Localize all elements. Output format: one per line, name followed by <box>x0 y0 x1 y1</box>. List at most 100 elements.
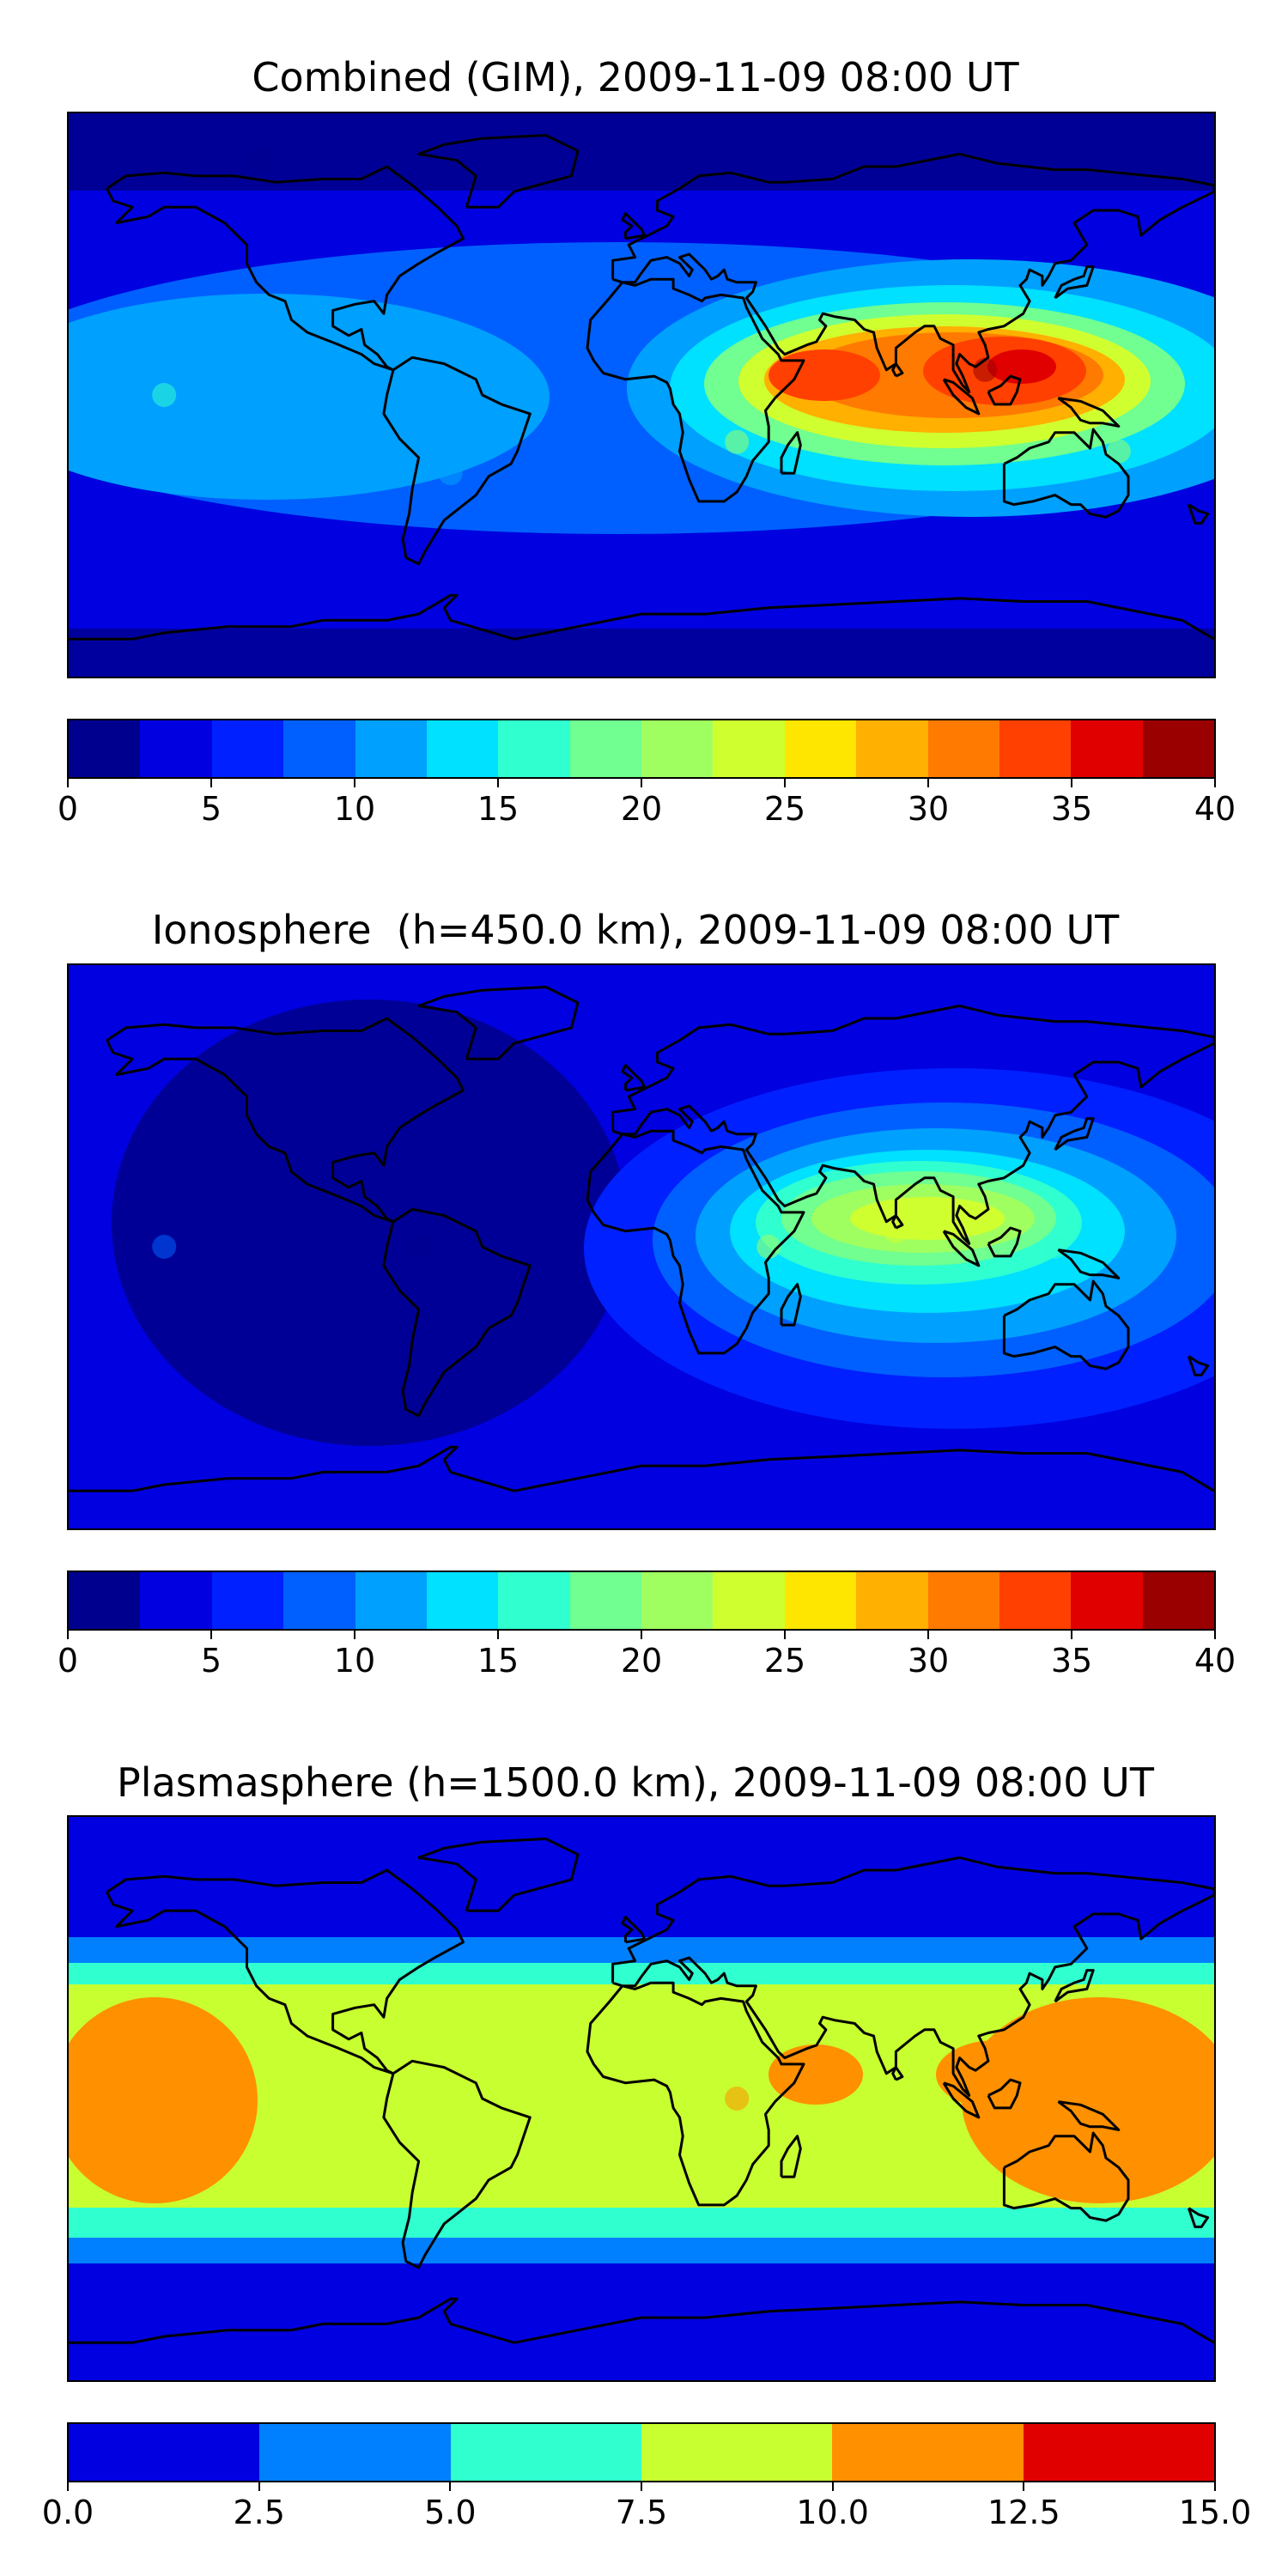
panel-2-map-svg <box>69 965 1214 1528</box>
colorbar-segment <box>641 2424 833 2481</box>
colorbar-tick <box>497 779 499 787</box>
sri-lanka-coast <box>891 362 904 378</box>
colorbar-segment <box>641 720 714 777</box>
colorbar-segment <box>1071 1572 1143 1629</box>
south-america-coast <box>382 2059 532 2269</box>
colorbar-tick <box>354 1631 355 1639</box>
data-point <box>152 1235 177 1259</box>
colorbar-tick <box>67 2482 69 2491</box>
south-america-coast <box>382 1207 532 1418</box>
colorbar-segment <box>713 720 785 777</box>
colorbar-tick-label: 35 <box>1050 790 1093 828</box>
colorbar-segment <box>283 720 355 777</box>
colorbar-segment <box>784 720 857 777</box>
data-point <box>406 1235 431 1259</box>
panel-1-map-svg <box>69 113 1214 677</box>
antarctica-coast <box>69 1445 1214 1492</box>
colorbar-tick <box>1071 779 1072 787</box>
colorbar-tick-label: 10 <box>333 1642 376 1680</box>
australia-coast <box>1002 1279 1130 1370</box>
colorbar-tick <box>1214 779 1216 787</box>
borneo-coast <box>987 1226 1022 1258</box>
colorbar-segment <box>927 1572 999 1629</box>
colorbar-tick <box>1214 2482 1216 2491</box>
colorbar-tick <box>497 1631 499 1639</box>
data-point <box>1106 439 1131 464</box>
colorbar-segment <box>140 720 212 777</box>
colorbar-segment <box>832 2424 1024 2481</box>
sumatra-coast <box>942 2081 981 2119</box>
field-peak <box>850 1197 1005 1240</box>
field-high-3 <box>769 2044 863 2105</box>
colorbar-tick-label: 35 <box>1050 1642 1093 1680</box>
colorbar-segment <box>259 2424 451 2481</box>
new-guinea-coast <box>1057 397 1121 428</box>
data-point <box>725 429 750 454</box>
panel-3-map <box>67 1815 1216 2382</box>
colorbar-segment <box>927 720 999 777</box>
colorbar-tick <box>641 1631 642 1639</box>
north-america-coast <box>106 1017 465 1224</box>
colorbar-segment <box>1142 1572 1214 1629</box>
north-america-coast <box>106 165 465 372</box>
antarctica-coast <box>69 2297 1214 2344</box>
colorbar-tick <box>831 2482 834 2491</box>
colorbar-segment <box>498 1572 570 1629</box>
colorbar-tick-label: 40 <box>1194 790 1236 828</box>
colorbar-tick-label: 10.0 <box>796 2494 869 2531</box>
colorbar-segment <box>1071 720 1143 777</box>
colorbar-tick <box>354 779 355 787</box>
colorbar-tick <box>210 1631 212 1639</box>
field-band-2 <box>69 294 550 500</box>
colorbar-tick <box>1214 1631 1216 1639</box>
colorbar-segment <box>69 1572 141 1629</box>
greenland-coast <box>417 134 580 209</box>
australia-coast <box>1002 428 1130 519</box>
sri-lanka-coast <box>891 2066 904 2081</box>
colorbar-tick <box>1023 2482 1025 2491</box>
panel-3-title: Plasmasphere (h=1500.0 km), 2009-11-09 0… <box>117 1759 1154 1806</box>
data-point <box>104 2102 129 2127</box>
colorbar-segment <box>283 1572 355 1629</box>
madagascar-coast <box>780 2135 802 2178</box>
colorbar-tick <box>927 1631 929 1639</box>
panel-3-map-svg <box>69 1817 1214 2380</box>
colorbar-tick <box>641 2482 642 2491</box>
colorbar-segment <box>211 720 284 777</box>
colorbar-segment <box>856 1572 928 1629</box>
britain-coast <box>621 212 647 240</box>
field-polar-north <box>69 113 1214 191</box>
panel-3-colorbar <box>67 2422 1216 2482</box>
africa-coast <box>586 1129 805 1355</box>
africa-coast <box>586 277 805 503</box>
greenland-coast <box>417 1838 580 1912</box>
colorbar-tick <box>210 779 212 787</box>
data-point <box>1154 2117 1179 2142</box>
colorbar-tick <box>927 779 929 787</box>
colorbar-tick-label: 7.5 <box>615 2494 668 2531</box>
colorbar-segment <box>355 720 427 777</box>
europe-asia-coast <box>611 1856 1214 2097</box>
colorbar-segment <box>1023 2424 1214 2481</box>
colorbar-segment <box>498 720 570 777</box>
data-point <box>1011 2055 1036 2080</box>
sri-lanka-coast <box>891 1214 904 1230</box>
colorbar-tick-label: 15 <box>477 1642 519 1680</box>
data-point <box>846 357 870 382</box>
britain-coast <box>621 1916 647 1944</box>
colorbar-segment <box>999 1572 1072 1629</box>
field-peak-3 <box>987 349 1056 384</box>
europe-asia-coast <box>611 152 1214 393</box>
panel-2-map <box>67 963 1216 1530</box>
data-point <box>725 2087 750 2111</box>
europe-asia-coast <box>611 1004 1214 1245</box>
data-point <box>973 357 998 382</box>
colorbar-tick-label: 5 <box>200 790 222 828</box>
madagascar-coast <box>780 431 802 475</box>
colorbar-tick-label: 20 <box>620 790 663 828</box>
panel-1-map <box>67 112 1216 678</box>
panel-2-colorbar <box>67 1571 1216 1631</box>
panel-2-title: Ionosphere (h=450.0 km), 2009-11-09 08:0… <box>151 907 1120 953</box>
colorbar-tick <box>449 2482 452 2491</box>
madagascar-coast <box>780 1283 802 1327</box>
